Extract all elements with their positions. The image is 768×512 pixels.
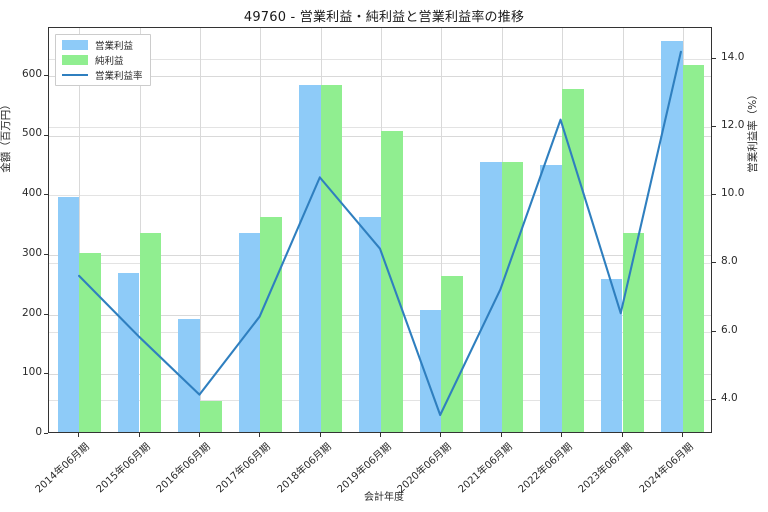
gridline-vertical xyxy=(622,28,624,432)
gridline-horizontal xyxy=(49,135,711,137)
plot-inner xyxy=(49,28,711,432)
y-axis-tick-mark-right xyxy=(712,125,716,127)
x-axis-tick-mark xyxy=(259,433,261,437)
y-axis-tick-label-left: 100 xyxy=(21,366,42,379)
x-axis-tick-mark xyxy=(380,433,381,437)
bar-operating-profit xyxy=(117,273,140,432)
x-axis-tick-label: 2015年06月期 xyxy=(94,441,153,496)
bar-net-profit xyxy=(501,162,524,432)
y-axis-tick-mark-left xyxy=(44,433,48,434)
x-axis-tick-mark xyxy=(78,433,80,437)
bar-operating-profit xyxy=(359,216,381,432)
y-axis-tick-mark-right xyxy=(712,57,716,59)
y-axis-tick-label-right: 4.0 xyxy=(721,391,738,404)
bar-net-profit xyxy=(320,85,343,432)
y-axis-tick-label-right: 10.0 xyxy=(721,187,745,200)
y-axis-tick-label-left: 0 xyxy=(35,426,42,438)
x-axis-tick-mark xyxy=(681,433,683,437)
bar-net-profit xyxy=(199,401,222,432)
y-axis-tick-label-left: 500 xyxy=(21,127,42,140)
y-axis-tick-mark-left xyxy=(44,253,48,255)
x-axis-tick-label: 2024年06月期 xyxy=(637,441,696,496)
chart-title: 49760 - 営業利益・純利益と営業利益率の推移 xyxy=(243,10,525,25)
y-axis-label-left: 金額（百万円） xyxy=(0,99,12,173)
x-axis-label: 会計年度 xyxy=(364,492,404,503)
legend-label-operating-margin: 営業利益率 xyxy=(95,71,143,82)
legend-swatch-operating-margin xyxy=(62,74,88,76)
bar-net-profit xyxy=(441,276,464,432)
gridline-horizontal-secondary xyxy=(49,126,711,128)
gridline-vertical xyxy=(79,28,81,432)
y-axis-tick-label-left: 300 xyxy=(21,246,42,259)
bar-net-profit xyxy=(682,65,705,432)
gridline-horizontal-secondary xyxy=(49,58,711,60)
y-axis-tick-label-right: 12.0 xyxy=(721,118,745,131)
y-axis-tick-label-right: 14.0 xyxy=(721,50,745,63)
bar-operating-profit xyxy=(600,278,623,432)
x-axis-tick-label: 2022年06月期 xyxy=(516,441,575,496)
y-axis-tick-mark-left xyxy=(44,194,48,196)
line-operating-margin xyxy=(78,50,682,417)
x-axis-tick-mark xyxy=(440,433,442,437)
y-axis-tick-label-left: 400 xyxy=(21,187,42,200)
x-axis-tick-mark xyxy=(621,433,623,437)
x-axis-tick-mark xyxy=(319,433,321,437)
legend-swatch-net-profit xyxy=(62,55,88,65)
y-axis-tick-mark-right xyxy=(712,262,716,264)
x-axis-tick-label: 2016年06月期 xyxy=(154,441,213,496)
bar-operating-profit xyxy=(661,40,683,432)
x-axis-tick-label: 2017年06月期 xyxy=(214,441,273,496)
y-axis-tick-mark-right xyxy=(712,330,716,332)
y-axis-tick-mark-right xyxy=(712,194,716,196)
bar-operating-profit xyxy=(178,318,200,432)
bar-net-profit xyxy=(260,216,282,432)
y-axis-tick-mark-left xyxy=(44,373,48,375)
chart-legend: 営業利益 純利益 営業利益率 xyxy=(55,34,151,86)
legend-item-operating-margin: 営業利益率 xyxy=(62,69,143,82)
x-axis-tick-label: 2014年06月期 xyxy=(33,441,92,496)
x-axis-tick-mark xyxy=(198,433,200,437)
y-axis-label-right: 営業利益率（%） xyxy=(747,89,759,173)
x-axis-tick-mark xyxy=(500,433,502,437)
y-axis-tick-mark-left xyxy=(44,313,48,315)
y-axis-tick-label-right: 6.0 xyxy=(721,323,738,336)
gridline-vertical xyxy=(199,28,201,432)
legend-label-operating-profit: 営業利益 xyxy=(95,41,134,52)
x-axis-tick-label: 2019年06月期 xyxy=(335,441,394,496)
bar-operating-profit xyxy=(480,162,502,432)
legend-item-net-profit: 純利益 xyxy=(62,54,143,67)
gridline-vertical xyxy=(441,28,443,432)
y-axis-tick-mark-left xyxy=(44,134,48,136)
legend-item-operating-profit: 営業利益 xyxy=(62,39,143,52)
plot-area xyxy=(48,27,712,433)
bar-operating-profit xyxy=(57,197,80,432)
x-axis-tick-label: 2021年06月期 xyxy=(456,441,515,496)
gridline-horizontal-secondary xyxy=(49,195,711,197)
y-axis-tick-label-left: 600 xyxy=(21,67,42,80)
y-axis-tick-mark-right xyxy=(712,398,716,400)
x-axis-tick-label: 2018年06月期 xyxy=(275,441,334,496)
gridline-horizontal xyxy=(49,75,711,77)
legend-swatch-operating-profit xyxy=(62,40,88,50)
bar-operating-profit xyxy=(238,232,261,432)
x-axis-tick-mark xyxy=(138,433,140,437)
x-axis-tick-label: 2020年06月期 xyxy=(395,441,455,496)
bar-net-profit xyxy=(139,233,162,432)
y-axis-tick-label-left: 200 xyxy=(21,306,42,319)
y-axis-tick-mark-left xyxy=(44,74,48,76)
bar-operating-profit xyxy=(298,85,321,432)
x-axis-tick-mark xyxy=(561,433,563,437)
line-path-operating-margin xyxy=(78,50,682,417)
bar-operating-profit xyxy=(540,164,563,432)
x-axis-tick-label: 2023年06月期 xyxy=(577,441,636,496)
gridline-vertical xyxy=(139,28,141,432)
legend-label-net-profit: 純利益 xyxy=(95,56,124,67)
bar-net-profit xyxy=(79,252,101,432)
y-axis-tick-label-right: 8.0 xyxy=(721,255,738,268)
